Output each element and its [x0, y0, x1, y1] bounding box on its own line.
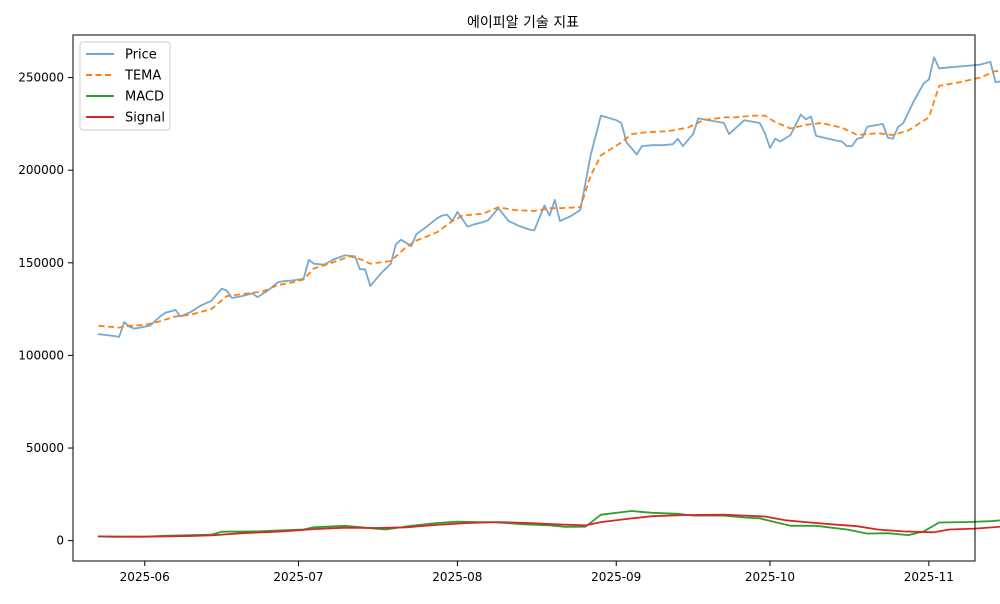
- x-tick-label: 2025-10: [745, 570, 795, 584]
- series-line-price: [97, 56, 1000, 338]
- y-tick-label: 50000: [26, 441, 64, 455]
- series-layer: [97, 56, 1000, 538]
- x-tick-label: 2025-08: [432, 570, 482, 584]
- x-axis: 2025-06 2025-07 2025-08 2025-09 2025-10 2025-…: [120, 561, 954, 584]
- legend-frame: [79, 41, 171, 131]
- y-axis: 0 50000 100000 150000 200000 250000: [18, 71, 73, 548]
- chart-title: 에이피알 기술 지표: [467, 15, 579, 31]
- y-tick-label: 250000: [18, 71, 64, 85]
- legend: Price TEMA MACD Signal: [79, 41, 171, 131]
- y-tick-label: 150000: [18, 256, 64, 270]
- x-tick-label: 2025-11: [904, 570, 954, 584]
- series-line-signal: [97, 513, 1000, 538]
- series-line-tema: [98, 70, 1000, 329]
- x-tick-label: 2025-06: [120, 570, 170, 584]
- y-tick-label: 200000: [18, 163, 64, 177]
- legend-label-price: Price: [125, 48, 157, 63]
- plot-frame: [72, 34, 976, 562]
- legend-label-signal: Signal: [125, 111, 165, 126]
- y-tick-label: 100000: [18, 348, 64, 362]
- legend-label-tema: TEMA: [124, 69, 161, 84]
- legend-label-macd: MACD: [125, 90, 164, 105]
- x-tick-label: 2025-09: [591, 570, 641, 584]
- x-tick-label: 2025-07: [273, 570, 323, 584]
- series-line-macd: [97, 510, 1000, 538]
- y-tick-label: 0: [56, 534, 64, 548]
